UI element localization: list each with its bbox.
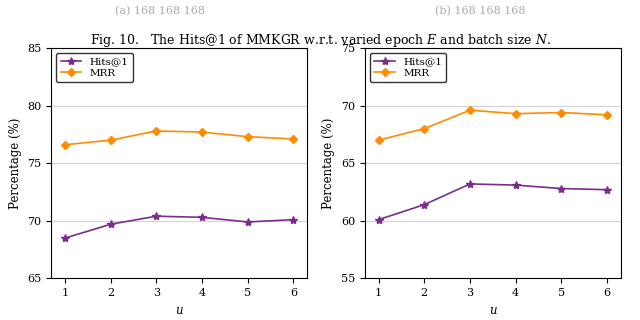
Hits@1 xyxy=(466,182,474,186)
Hits@1 xyxy=(604,188,611,192)
Hits@1 xyxy=(152,214,160,218)
MRR xyxy=(107,138,115,142)
Hits@1 xyxy=(512,183,520,187)
MRR xyxy=(198,130,206,134)
Text: (b) 168 168 168: (b) 168 168 168 xyxy=(435,6,525,17)
Y-axis label: Percentage (%): Percentage (%) xyxy=(323,117,335,209)
MRR xyxy=(61,143,68,147)
Hits@1 xyxy=(61,236,68,240)
MRR xyxy=(420,127,428,131)
X-axis label: u: u xyxy=(489,304,497,317)
MRR xyxy=(374,138,382,142)
Y-axis label: Percentage (%): Percentage (%) xyxy=(9,117,22,209)
X-axis label: u: u xyxy=(175,304,183,317)
Hits@1 xyxy=(557,187,565,190)
MRR xyxy=(557,111,565,115)
MRR xyxy=(604,113,611,117)
Hits@1 xyxy=(420,203,428,207)
MRR xyxy=(152,129,160,133)
MRR xyxy=(244,135,252,139)
Line: MRR: MRR xyxy=(62,128,296,148)
Text: Fig. 10.   The Hits@1 of MMKGR w.r.t. varied epoch $E$ and batch size $N$.: Fig. 10. The Hits@1 of MMKGR w.r.t. vari… xyxy=(90,32,550,49)
Line: MRR: MRR xyxy=(376,107,610,143)
Hits@1 xyxy=(198,215,206,219)
Legend: Hits@1, MRR: Hits@1, MRR xyxy=(56,53,132,82)
Hits@1 xyxy=(290,218,298,221)
MRR xyxy=(466,108,474,112)
Hits@1 xyxy=(107,222,115,226)
Text: (a) 168 168 168: (a) 168 168 168 xyxy=(115,6,205,17)
Line: Hits@1: Hits@1 xyxy=(374,180,611,224)
Line: Hits@1: Hits@1 xyxy=(61,212,298,242)
MRR xyxy=(290,137,298,141)
Legend: Hits@1, MRR: Hits@1, MRR xyxy=(370,53,446,82)
Hits@1 xyxy=(374,218,382,221)
MRR xyxy=(512,112,520,116)
Hits@1 xyxy=(244,220,252,224)
